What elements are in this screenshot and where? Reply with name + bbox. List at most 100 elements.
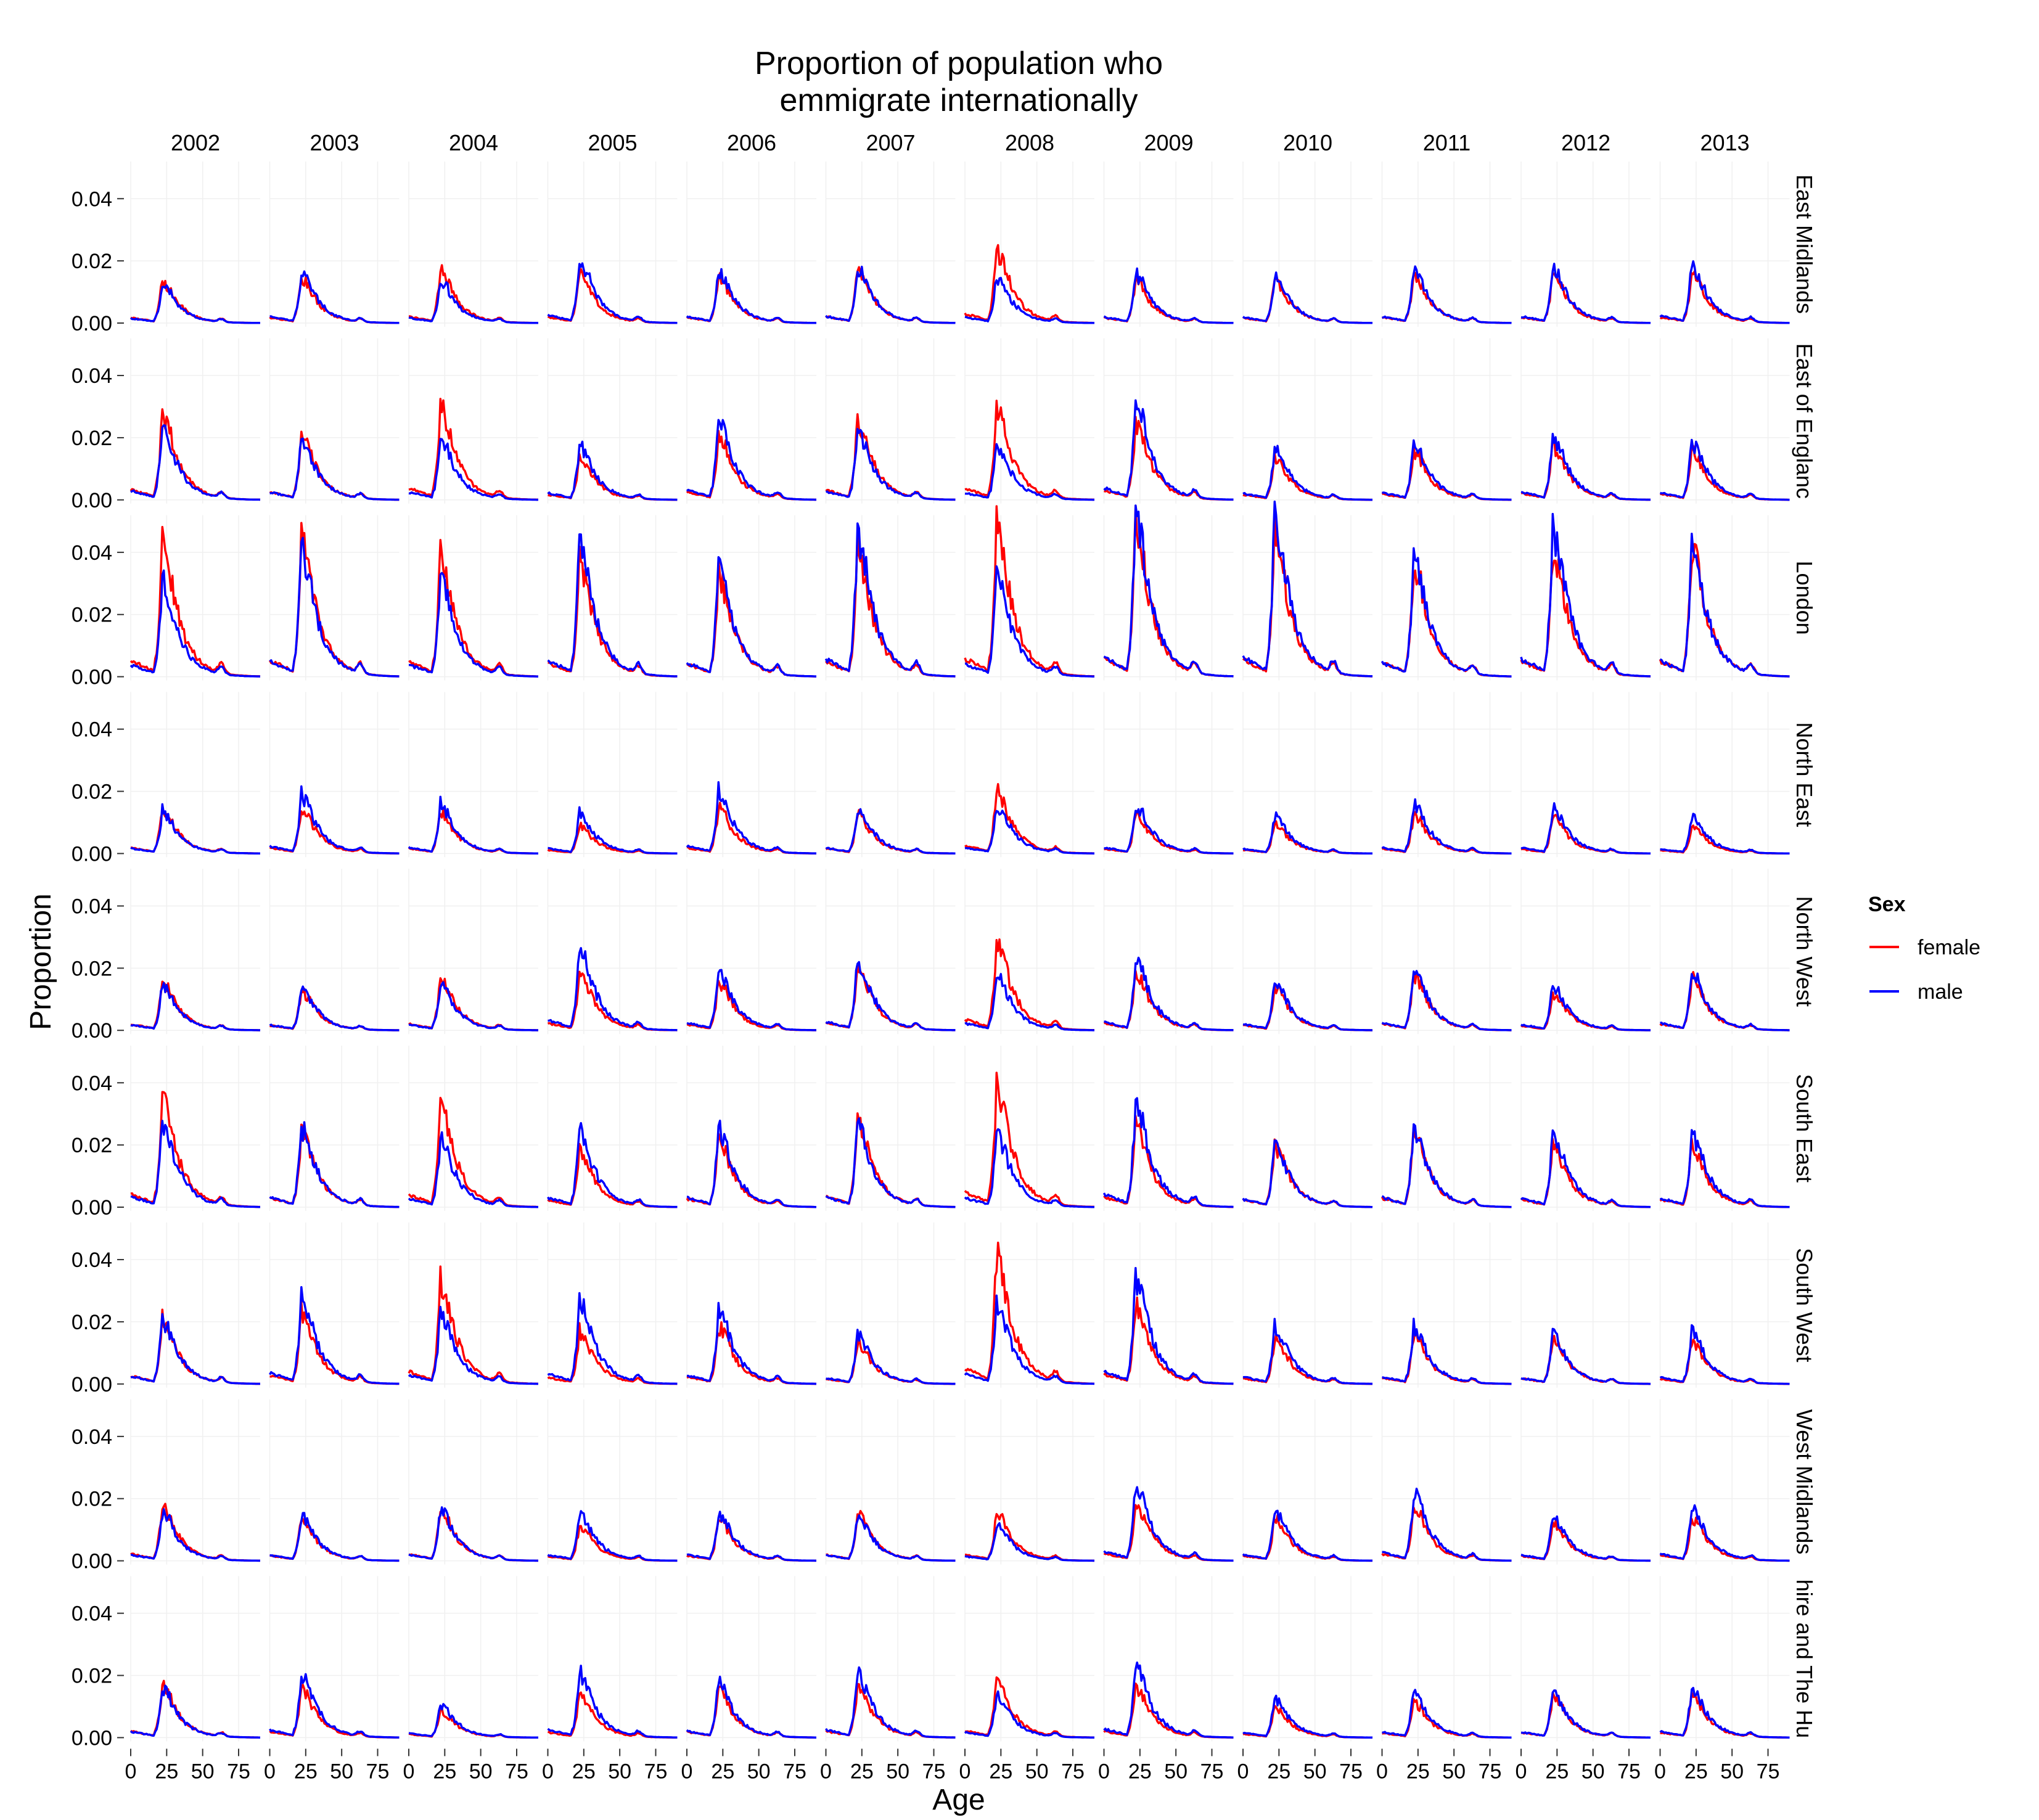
x-tick-label-2005-2: 50 xyxy=(608,1760,631,1783)
x-tick-label-2008-3: 75 xyxy=(1061,1760,1085,1783)
series-line-male xyxy=(1242,1694,1373,1739)
series-line-male xyxy=(964,810,1094,855)
series-line-male xyxy=(1102,1097,1234,1208)
panel-london-2012 xyxy=(1520,512,1651,681)
series-line-male xyxy=(686,781,817,855)
year-strip-2003: 2003 xyxy=(310,130,359,155)
series-line-male xyxy=(825,808,956,855)
x-tick-label-2003-3: 75 xyxy=(366,1760,390,1783)
series-line-male xyxy=(1242,811,1372,855)
panel-east-of-englanc-2002 xyxy=(129,338,261,504)
facet-panels xyxy=(129,162,1790,1742)
y-axes: 0.00 0.02 0.04 0.00 0.02 0.04 0.00 0.02 0.04 0.00… xyxy=(72,187,124,1750)
series-line-male xyxy=(129,1684,260,1739)
series-line-male xyxy=(1382,1487,1512,1562)
panel-london-2006 xyxy=(686,515,816,681)
panel-east-midlands-2003 xyxy=(269,162,400,327)
series-line-male xyxy=(826,1514,956,1562)
x-tick-label-2003-2: 50 xyxy=(330,1760,353,1783)
panel-south-east-2002 xyxy=(130,1046,261,1211)
y-tick-label-east-midlands-1: 0.02 xyxy=(72,250,112,273)
panel-north-west-2010 xyxy=(1242,869,1372,1035)
x-tick-label-2002-2: 50 xyxy=(191,1760,215,1783)
y-tick-label-east-of-englanc-2: 0.04 xyxy=(72,364,112,388)
panel-hire-and-the-hu-2003 xyxy=(269,1576,400,1742)
series-line-male xyxy=(408,1131,538,1208)
panel-hire-and-the-hu-2006 xyxy=(686,1576,816,1742)
series-line-male xyxy=(269,437,400,501)
series-line-male xyxy=(964,1294,1095,1385)
x-tick-label-2009-2: 50 xyxy=(1164,1760,1188,1783)
panel-east-of-englanc-2007 xyxy=(825,338,956,504)
x-tick-label-2010-0: 0 xyxy=(1237,1760,1249,1783)
panel-east-of-englanc-2009 xyxy=(1103,338,1234,504)
panel-east-midlands-2011 xyxy=(1381,162,1512,327)
series-line-male xyxy=(1659,1129,1790,1208)
panel-east-of-englanc-2010 xyxy=(1242,338,1372,504)
series-line-male xyxy=(686,1511,816,1562)
series-line-male xyxy=(686,1120,816,1208)
y-tick-label-east-midlands-2: 0.04 xyxy=(72,187,112,211)
series-line-male xyxy=(686,1301,816,1385)
y-tick-label-south-west-2: 0.04 xyxy=(72,1248,112,1272)
year-strip-2013: 2013 xyxy=(1700,130,1749,155)
panel-south-east-2006 xyxy=(686,1046,816,1211)
series-line-male xyxy=(1660,972,1790,1031)
series-line-male xyxy=(825,427,956,501)
series-line-male xyxy=(1242,1318,1372,1385)
x-tick-label-2010-2: 50 xyxy=(1303,1760,1327,1783)
panel-hire-and-the-hu-2013 xyxy=(1659,1576,1790,1742)
panel-east-of-englanc-2005 xyxy=(547,338,678,504)
panel-south-west-2011 xyxy=(1381,1222,1512,1388)
series-line-male xyxy=(1103,399,1234,501)
series-line-male xyxy=(1520,802,1651,855)
panel-south-west-2005 xyxy=(547,1222,678,1388)
series-line-male xyxy=(1242,445,1372,501)
panel-hire-and-the-hu-2002 xyxy=(129,1576,260,1742)
panel-east-of-englanc-2008 xyxy=(964,338,1095,504)
x-tick-label-2005-0: 0 xyxy=(542,1760,554,1783)
year-strip-2006: 2006 xyxy=(727,130,776,155)
panel-hire-and-the-hu-2007 xyxy=(825,1576,956,1742)
series-line-male xyxy=(1242,1509,1373,1562)
y-tick-label-north-east-0: 0.00 xyxy=(72,842,112,866)
series-line-male xyxy=(964,1690,1094,1739)
y-tick-label-east-midlands-0: 0.00 xyxy=(72,312,112,335)
panel-south-west-2004 xyxy=(408,1222,538,1388)
region-strip-north-east: North East xyxy=(1792,722,1817,827)
x-tick-label-2013-0: 0 xyxy=(1654,1760,1666,1783)
series-line-male xyxy=(408,1703,538,1739)
panel-south-east-2012 xyxy=(1520,1046,1651,1211)
panel-east-midlands-2009 xyxy=(1103,162,1234,327)
x-tick-label-2003-1: 25 xyxy=(294,1760,318,1783)
panel-east-midlands-2002 xyxy=(129,162,260,327)
series-line-male xyxy=(268,1285,400,1385)
series-line-male xyxy=(686,268,817,324)
panel-north-east-2005 xyxy=(547,692,678,858)
panel-london-2008 xyxy=(964,505,1095,681)
panel-north-east-2010 xyxy=(1242,692,1372,858)
panel-north-east-2004 xyxy=(408,692,538,858)
series-line-male xyxy=(269,1673,400,1739)
year-strip-2005: 2005 xyxy=(588,130,637,155)
x-tick-label-2008-2: 50 xyxy=(1025,1760,1049,1783)
panel-london-2005 xyxy=(547,515,678,681)
series-line-male xyxy=(1242,1139,1373,1208)
panel-east-midlands-2012 xyxy=(1520,162,1651,327)
series-line-male xyxy=(1381,439,1512,501)
panel-east-midlands-2004 xyxy=(408,162,539,327)
series-line-male xyxy=(130,803,260,855)
series-line-male xyxy=(1659,533,1790,678)
panel-west-midlands-2011 xyxy=(1381,1399,1512,1565)
series-line-male xyxy=(1382,1318,1512,1385)
series-line-male xyxy=(1103,267,1234,324)
panel-south-west-2002 xyxy=(130,1222,260,1388)
panel-south-east-2011 xyxy=(1381,1046,1512,1211)
y-tick-label-north-east-1: 0.02 xyxy=(72,781,112,804)
x-tick-label-2002-3: 75 xyxy=(227,1760,250,1783)
panel-north-east-2008 xyxy=(964,692,1094,858)
x-tick-label-2002-0: 0 xyxy=(125,1760,137,1783)
series-line-male xyxy=(1242,982,1372,1031)
x-tick-label-2011-1: 25 xyxy=(1406,1760,1430,1783)
x-tick-label-2012-3: 75 xyxy=(1617,1760,1641,1783)
